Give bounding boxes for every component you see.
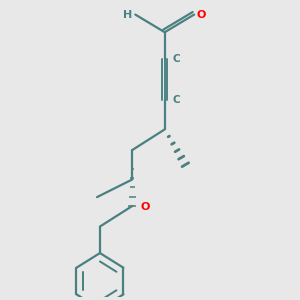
Text: H: H bbox=[123, 10, 133, 20]
Text: C: C bbox=[173, 95, 181, 105]
Text: C: C bbox=[173, 54, 181, 64]
Text: O: O bbox=[141, 202, 150, 212]
Text: O: O bbox=[197, 10, 206, 20]
